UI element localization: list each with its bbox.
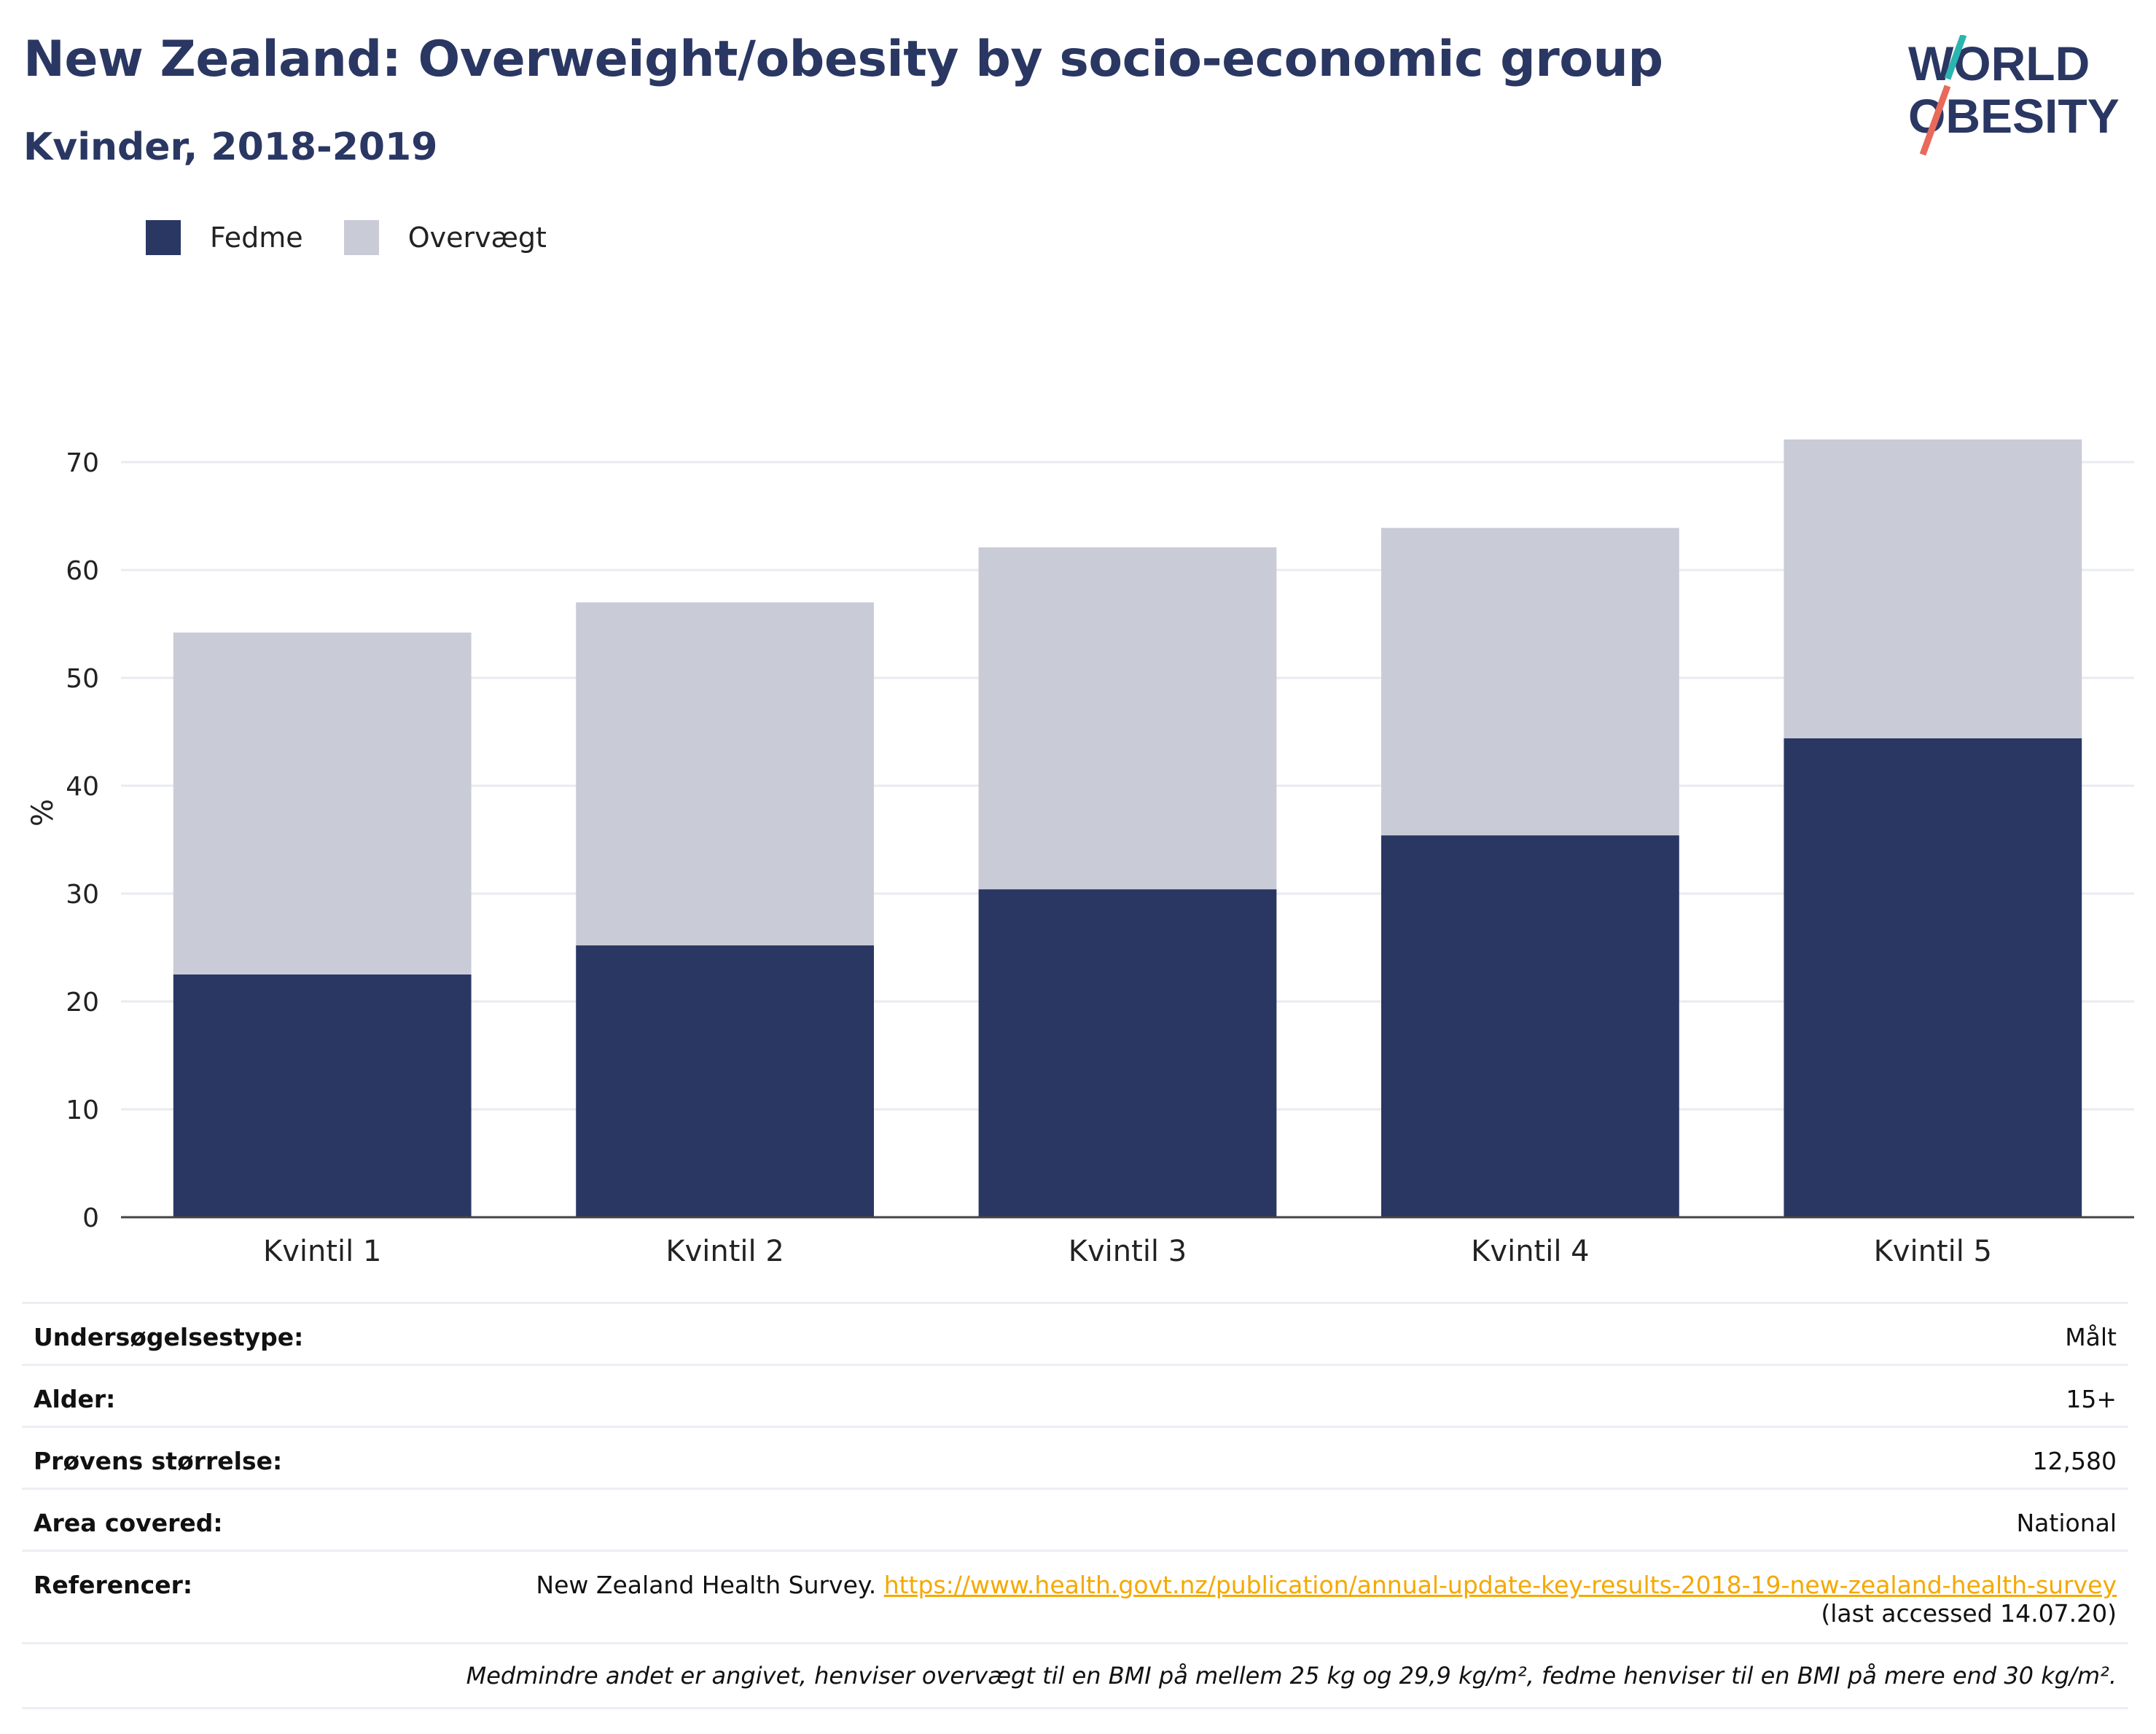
y-tick-label: 20 (66, 988, 99, 1018)
x-tick-label: Kvintil 2 (665, 1235, 784, 1268)
reference-text: New Zealand Health Survey. (536, 1571, 877, 1599)
info-key: Alder: (34, 1385, 116, 1413)
bmi-note: Medmindre andet er angivet, henviser ove… (22, 1642, 2128, 1709)
logo-teal-stroke (1944, 35, 1967, 80)
x-tick-label: Kvintil 1 (263, 1235, 381, 1268)
legend-swatch-fedme (146, 220, 181, 255)
info-value: 12,580 (2032, 1447, 2117, 1475)
legend-label: Fedme (210, 222, 303, 254)
logo-coral-stroke (1919, 85, 1951, 156)
bar-overvaegt (576, 602, 874, 946)
info-value: National (2016, 1509, 2117, 1537)
logo-line1: WORLD (1908, 36, 2090, 90)
bar-overvaegt (978, 547, 1277, 890)
info-key: Area covered: (34, 1509, 223, 1537)
legend-item-overvaegt[interactable]: Overvægt (343, 220, 547, 255)
info-row-age: Alder: 15+ (22, 1364, 2128, 1426)
info-row-references: Referencer: New Zealand Health Survey. h… (22, 1550, 2128, 1642)
info-value: 15+ (2066, 1385, 2117, 1413)
y-tick-label: 0 (82, 1203, 99, 1233)
bar-fedme (978, 889, 1277, 1217)
info-table: Undersøgelsestype: Målt Alder: 15+ Prøve… (22, 1302, 2128, 1709)
legend-swatch-overvaegt (343, 220, 379, 255)
info-key: Referencer: (34, 1571, 193, 1599)
y-tick-label: 60 (66, 556, 99, 586)
bar-overvaegt (1784, 439, 2082, 738)
y-tick-label: 50 (66, 664, 99, 694)
info-key: Undersøgelsestype: (34, 1323, 304, 1351)
reference-link[interactable]: https://www.health.govt.nz/publication/a… (883, 1571, 2117, 1599)
reference-accessed: (last accessed 14.07.20) (1821, 1599, 2117, 1628)
bar-fedme (576, 945, 874, 1217)
y-tick-label: 10 (66, 1096, 99, 1125)
legend-item-fedme[interactable]: Fedme (146, 220, 303, 255)
x-tick-label: Kvintil 3 (1069, 1235, 1187, 1268)
bar-chart: 0 10 20 30 40 50 60 70% Kvintil 1 Kvintil 2 Kvinti… (26, 439, 2134, 1268)
x-tick-label: Kvintil 4 (1471, 1235, 1589, 1268)
info-value: Målt (2065, 1323, 2117, 1351)
bar-fedme (1381, 835, 1679, 1217)
x-tick-label: Kvintil 5 (1874, 1235, 1992, 1268)
info-key: Prøvens størrelse: (34, 1447, 283, 1475)
info-row-sample-size: Prøvens størrelse: 12,580 (22, 1426, 2128, 1488)
y-tick-label: 70 (66, 448, 99, 478)
legend: Fedme Overvægt (146, 216, 587, 259)
info-row-survey-type: Undersøgelsestype: Målt (22, 1302, 2128, 1364)
bar-overvaegt (1381, 528, 1679, 836)
chart-subtitle: Kvinder, 2018-2019 (23, 125, 438, 169)
y-axis-label: % (26, 799, 60, 827)
bar-overvaegt (173, 632, 472, 975)
bar-fedme (1784, 738, 2082, 1217)
y-tick-label: 30 (66, 880, 99, 910)
legend-label: Overvægt (407, 222, 547, 254)
info-row-area: Area covered: National (22, 1488, 2128, 1550)
bar-fedme (173, 975, 472, 1217)
reference-value: New Zealand Health Survey. https://www.h… (536, 1571, 2117, 1628)
y-tick-label: 40 (66, 772, 99, 802)
world-obesity-logo: WORLD OBESITY (1908, 35, 2120, 156)
chart-title: New Zealand: Overweight/obesity by socio… (23, 31, 1663, 88)
